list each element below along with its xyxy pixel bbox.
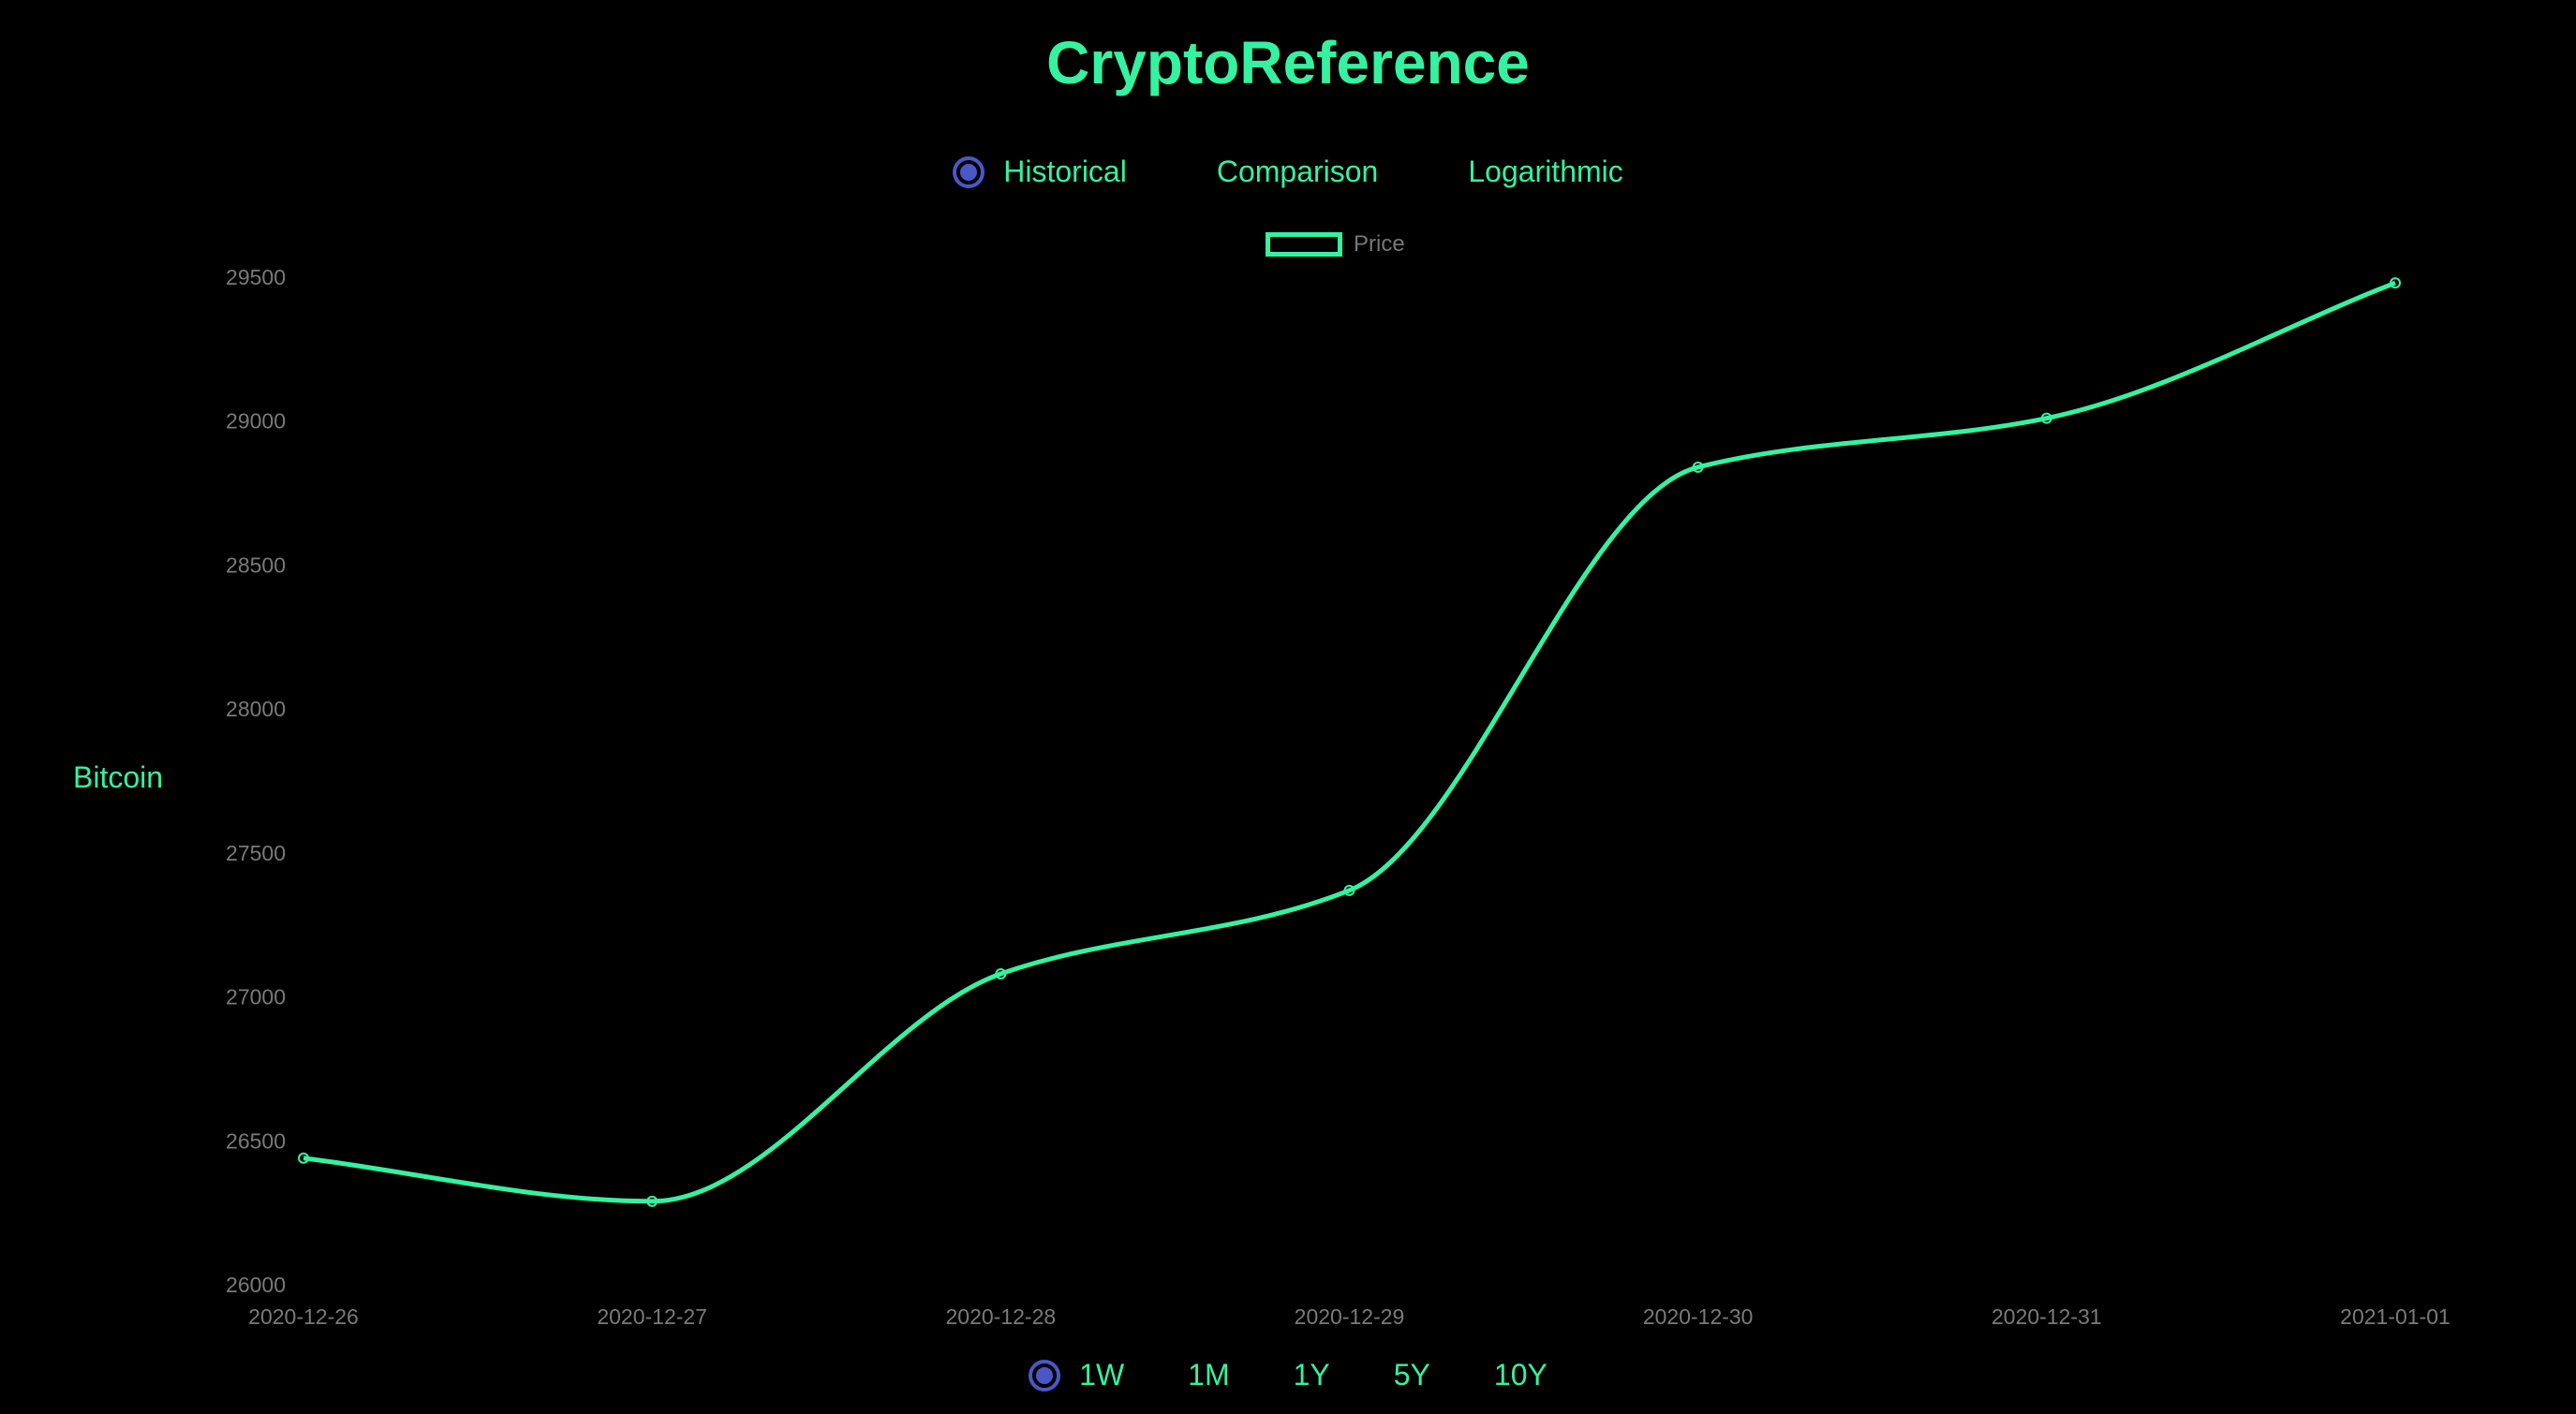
x-tick-label: 2021-01-01 [2340,1304,2450,1329]
radio-selected-icon [953,155,985,188]
range-option-5y[interactable]: 5Y [1394,1358,1430,1392]
data-point[interactable] [298,1152,309,1164]
range-option-1y[interactable]: 1Y [1294,1358,1330,1392]
y-tick-label: 27000 [226,985,286,1009]
y-tick-label: 27500 [226,841,286,865]
series-line-price [303,280,2396,1204]
time-range-selector: 1W 1M 1Y 5Y 10Y [0,1358,2576,1392]
chart-legend[interactable]: Price [1266,231,1405,258]
range-option-1m[interactable]: 1M [1188,1358,1229,1392]
x-axis: 2020-12-26 2020-12-27 2020-12-28 2020-12-29… [248,1304,2450,1329]
x-tick-label: 2020-12-30 [1643,1304,1754,1329]
y-tick-label: 28500 [226,552,286,577]
data-point[interactable] [1343,884,1355,896]
y-axis: 26000 26500 27000 27500 28000 28500 29000 29500 [226,265,286,1297]
page-title: CryptoReference [1046,29,1530,96]
mode-option-label: Logarithmic [1468,155,1623,188]
x-tick-label: 2020-12-28 [946,1304,1057,1329]
range-option-label: 1Y [1293,1358,1330,1392]
data-point[interactable] [2040,412,2052,424]
range-option-label: 10Y [1493,1358,1547,1392]
radio-selected-icon [1029,1359,1061,1392]
data-points [298,277,2401,1207]
range-option-label: 5Y [1393,1358,1430,1392]
range-option-10y[interactable]: 10Y [1494,1358,1547,1392]
mode-option-logarithmic[interactable]: Logarithmic [1468,155,1622,189]
mode-option-comparison[interactable]: Comparison [1217,155,1379,189]
data-point[interactable] [2390,277,2401,289]
y-axis-title: Bitcoin [73,760,164,794]
mode-option-label: Comparison [1216,155,1379,188]
data-point[interactable] [1692,461,1704,473]
legend-label: Price [1354,231,1405,257]
x-tick-label: 2020-12-31 [1991,1304,2102,1329]
mode-option-historical[interactable]: Historical [953,155,1127,189]
range-option-label: 1W [1079,1358,1125,1392]
range-option-label: 1M [1188,1358,1230,1392]
x-tick-label: 2020-12-27 [597,1304,707,1329]
x-tick-label: 2020-12-26 [248,1304,359,1329]
data-point[interactable] [646,1195,659,1207]
y-tick-label: 26500 [226,1128,286,1153]
range-option-1w[interactable]: 1W [1029,1358,1124,1392]
legend-swatch [1266,232,1342,257]
mode-option-label: Historical [1003,155,1127,188]
data-point[interactable] [995,967,1007,979]
y-tick-label: 29000 [226,409,286,434]
x-tick-label: 2020-12-29 [1295,1304,1405,1329]
y-tick-label: 28000 [226,697,286,721]
chart-mode-selector: Historical Comparison Logarithmic [0,155,2576,189]
y-tick-label: 29500 [226,265,286,289]
y-tick-label: 26000 [226,1273,286,1297]
